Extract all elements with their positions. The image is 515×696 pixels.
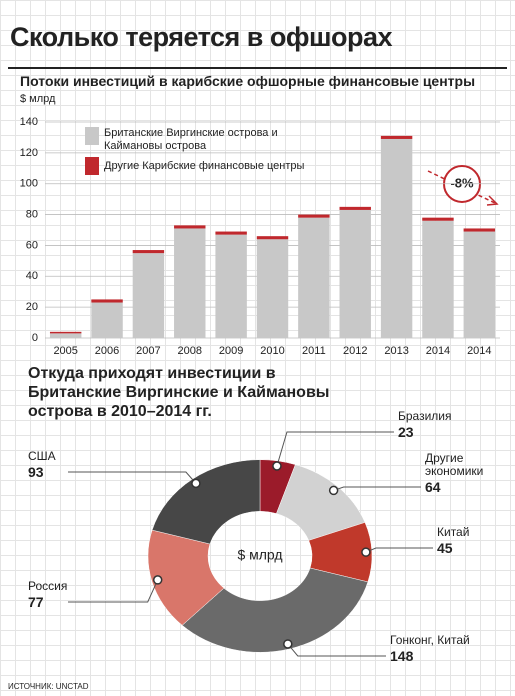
donut (147, 459, 373, 653)
x-tick-label: 2005 (53, 345, 77, 357)
x-tick-label: 2009 (219, 345, 243, 357)
leader-line (68, 579, 159, 603)
chart-title: Потоки инвестиций в карибские офшорные ф… (20, 73, 476, 89)
bar-segment (380, 135, 413, 139)
chart-title: Откуда приходят инвестиции в Британские … (28, 365, 330, 420)
y-tick-label: 80 (26, 208, 38, 220)
bar-segment (298, 217, 330, 338)
legend-swatch (85, 157, 99, 175)
bar-segment (422, 220, 454, 338)
slice-value: 64 (425, 479, 441, 495)
bar-segment (463, 228, 496, 232)
y-axis-label: $ млрд (20, 93, 56, 105)
center-label: $ млрд (237, 547, 282, 563)
leader-line (287, 643, 386, 657)
bar-segment (256, 239, 289, 338)
y-tick-label: 0 (32, 332, 38, 344)
legend-label: Другие Карибские финансовые центры (104, 160, 305, 172)
bar-segment (339, 206, 371, 210)
donut-slice (147, 529, 225, 626)
leader-line (68, 471, 197, 484)
leader-line (365, 547, 433, 553)
y-tick-label: 60 (26, 239, 38, 251)
y-tick-label: 40 (26, 270, 38, 282)
leader-dot (283, 639, 293, 649)
bar-segment (132, 253, 165, 338)
bar-segment (256, 236, 289, 240)
y-tick-label: 120 (20, 147, 38, 159)
donut-slice (181, 567, 369, 653)
bar-segment (339, 209, 371, 338)
slice-value: 23 (398, 424, 414, 440)
bar-segment (422, 217, 454, 221)
bar-segment (91, 302, 123, 338)
x-tick-label: 2011 (302, 345, 326, 357)
page-title: Сколько теряется в офшорах (10, 22, 393, 52)
leader-dot (361, 547, 371, 557)
annotation: -8% (450, 175, 474, 190)
bar-segment (298, 214, 330, 218)
x-tick-label: 2013 (384, 345, 408, 357)
x-tick-label: 2012 (343, 345, 367, 357)
leader-line (276, 431, 394, 467)
x-tick-label: 2010 (260, 345, 284, 357)
slice-label: США (28, 449, 56, 463)
leader-dot (328, 485, 339, 496)
x-tick-label: 2006 (95, 345, 119, 357)
leader-dot (152, 575, 163, 585)
leader-dot (272, 461, 282, 471)
donut-slice (151, 459, 261, 545)
legend-label: Британские Виргинские острова и Кайманов… (104, 127, 278, 152)
slice-value: 45 (437, 540, 453, 556)
bar-segment (174, 225, 206, 229)
x-tick-label: 2007 (136, 345, 160, 357)
bar-segment (215, 231, 247, 235)
y-tick-label: 20 (26, 301, 38, 313)
bar-segment (49, 331, 82, 334)
x-tick-label: 2008 (178, 345, 202, 357)
slice-label: Другие экономики (425, 451, 484, 478)
slice-label: Бразилия (398, 409, 452, 423)
slice-label: Гонконг, Китай (390, 633, 470, 647)
bar-segment (174, 228, 206, 338)
slice-value: 148 (390, 648, 414, 664)
arrow-head (486, 195, 499, 206)
slice-value: 77 (28, 594, 44, 610)
bar-segment (91, 299, 123, 303)
slice-value: 93 (28, 464, 44, 480)
bar-segment (49, 333, 82, 338)
x-tick-label: 2014 (467, 345, 491, 357)
source: ИСТОЧНИК: UNCTAD (8, 682, 89, 691)
slice-label: Россия (28, 579, 68, 593)
y-tick-label: 100 (20, 178, 38, 190)
bar-segment (463, 231, 496, 338)
slice-label: Китай (437, 525, 470, 539)
x-tick-label: 2014 (426, 345, 450, 357)
legend-swatch (85, 127, 99, 145)
leader-dot (191, 478, 201, 489)
bar-segment (215, 234, 247, 338)
leader-line (333, 486, 421, 491)
bar-segment (380, 138, 413, 338)
bar-segment (132, 250, 165, 254)
y-tick-label: 140 (20, 116, 38, 128)
